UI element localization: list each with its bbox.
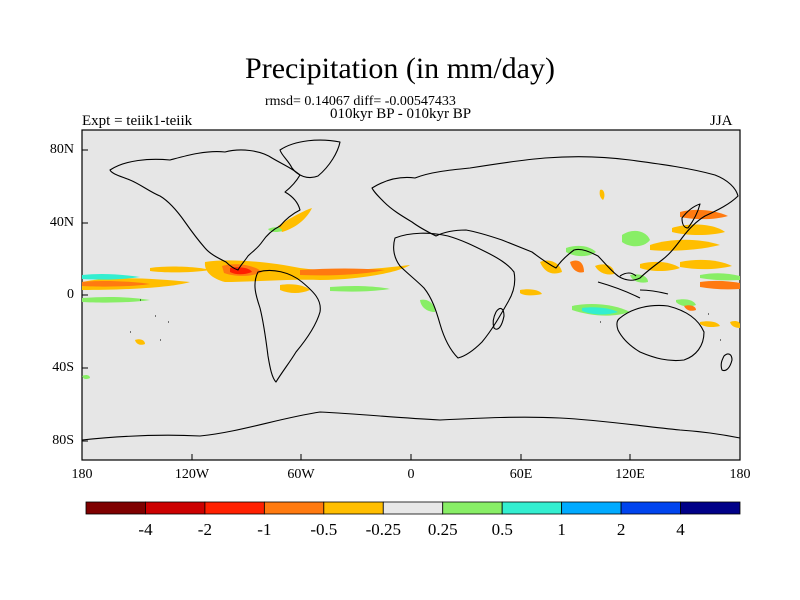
anomaly-patch	[278, 208, 312, 232]
anomaly-patch	[684, 305, 696, 311]
australia-coast	[616, 304, 705, 362]
anomaly-patch	[680, 259, 732, 270]
colorbar-tick-label: 4	[676, 520, 685, 539]
anomaly-layer	[82, 189, 740, 380]
map-title: Precipitation (in mm/day)	[245, 52, 555, 85]
lon-label-120e: 120E	[615, 467, 645, 482]
anomaly-patch	[730, 320, 740, 328]
lon-label-60e: 60E	[509, 467, 533, 482]
islands	[130, 299, 721, 341]
lat-label-0: 0	[67, 287, 74, 302]
anomaly-patch	[300, 268, 385, 276]
south-america-coast	[254, 269, 321, 383]
eurasia-coast	[371, 156, 739, 281]
anomaly-patch	[540, 260, 562, 274]
colorbar-tick-label: 0.5	[491, 520, 513, 539]
colorbar-swatch	[85, 501, 146, 515]
lon-label-60w: 60W	[287, 467, 315, 482]
colorbar-tick-label: 2	[616, 520, 626, 539]
colorbar-swatch	[382, 501, 444, 515]
madagascar-coast	[492, 307, 505, 330]
axis-ticks	[82, 149, 631, 460]
colorbar-swatch	[620, 501, 681, 515]
indonesia-coast	[597, 272, 669, 299]
anomaly-patch	[650, 239, 720, 251]
season-label: JJA	[710, 113, 733, 129]
lat-label-40n: 40N	[49, 215, 74, 230]
colorbar-swatch	[263, 501, 325, 515]
anomaly-patch	[82, 296, 150, 303]
anomaly-patch	[566, 245, 596, 257]
anomaly-patch	[520, 289, 542, 296]
anomaly-patch	[700, 280, 740, 290]
colorbar-swatch	[323, 501, 384, 515]
north-america-coast	[109, 149, 301, 271]
anomaly-patch	[82, 273, 140, 280]
anomaly-patch	[599, 189, 605, 200]
colorbar-tick-label: -1	[257, 520, 272, 539]
colorbar-swatch	[145, 501, 206, 515]
japan-coast	[681, 203, 701, 229]
colorbar-tick-label: 0.25	[427, 520, 458, 539]
anomaly-patch	[700, 321, 720, 328]
lon-label-180w: 180	[71, 467, 93, 482]
coastlines	[81, 139, 741, 441]
colorbar-tick-label: -0.25	[365, 520, 401, 539]
africa-coast	[393, 232, 516, 359]
stats-text: rmsd= 0.14067 diff= -0.00547433	[265, 94, 456, 109]
period-text: 010kyr BP - 010kyr BP	[330, 106, 472, 122]
lat-label-80s: 80S	[52, 433, 74, 448]
experiment-label: Expt = teiik1-teiik	[82, 113, 193, 129]
lon-label-120w: 120W	[174, 467, 210, 482]
anomaly-patch	[135, 339, 145, 345]
anomaly-patch	[700, 273, 740, 281]
colorbar-tick-label: 1	[557, 520, 566, 539]
colorbar-swatch	[442, 501, 503, 515]
antarctica-coast	[81, 411, 741, 441]
anomaly-patch	[150, 266, 210, 273]
lat-label-80n: 80N	[49, 142, 74, 157]
anomaly-patch	[582, 307, 618, 315]
colorbar-tick-label: -4	[138, 520, 153, 539]
colorbar-swatch	[204, 501, 265, 515]
anomaly-patch	[676, 299, 696, 307]
colorbar-swatch	[561, 501, 622, 515]
lon-label-180e: 180	[729, 467, 751, 482]
lon-label-0: 0	[407, 467, 415, 482]
colorbar-tick-label: -2	[197, 520, 212, 539]
anomaly-patch	[622, 230, 650, 247]
anomaly-patch	[680, 209, 728, 220]
anomaly-patch	[82, 280, 150, 287]
colorbar-swatch	[501, 501, 563, 515]
new-zealand-coast	[720, 353, 733, 372]
colorbar	[85, 501, 741, 515]
lat-label-40s: 40S	[52, 360, 74, 375]
anomaly-patch	[280, 284, 310, 293]
colorbar-tick-label: -0.5	[310, 520, 338, 539]
greenland-coast	[279, 139, 341, 179]
anomaly-patch	[570, 260, 584, 273]
colorbar-swatch	[680, 501, 741, 515]
anomaly-patch	[420, 299, 435, 312]
anomaly-patch	[82, 374, 90, 380]
map-frame	[81, 129, 741, 461]
anomaly-patch	[330, 285, 390, 292]
anomaly-patch	[595, 264, 615, 275]
